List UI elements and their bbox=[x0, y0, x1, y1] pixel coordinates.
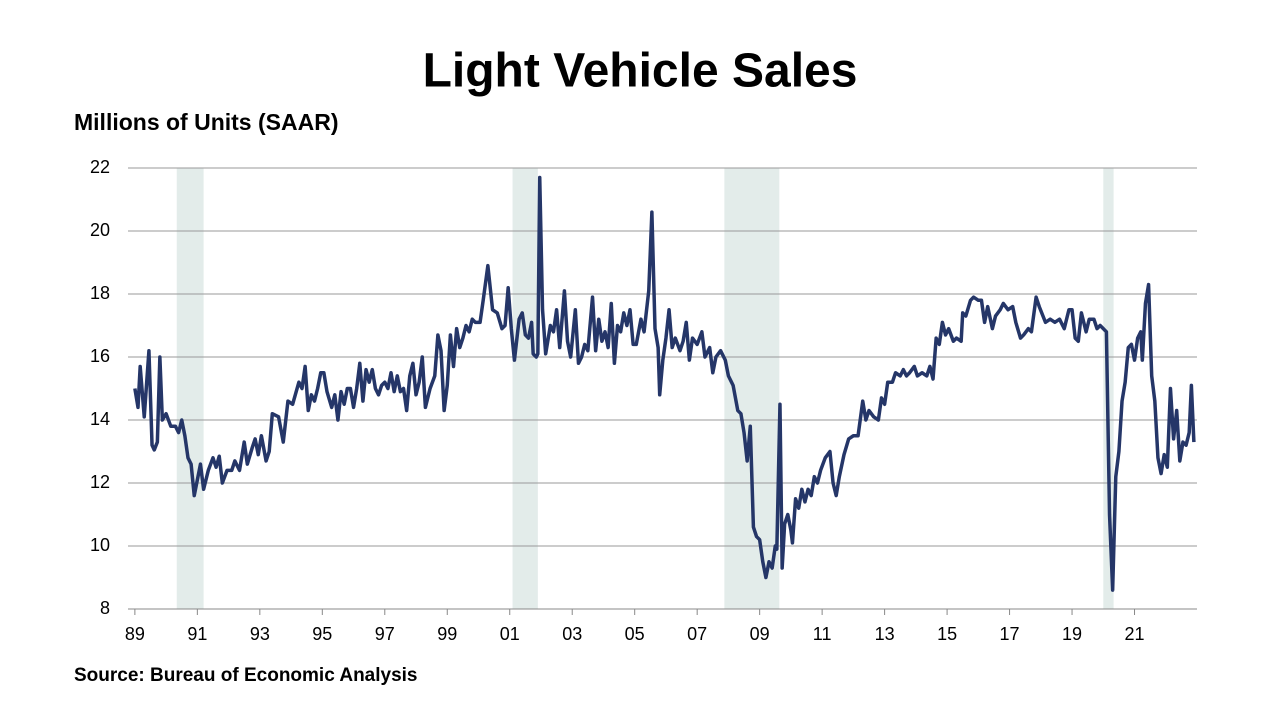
y-tick-label: 22 bbox=[90, 157, 110, 177]
y-tick-label: 12 bbox=[90, 472, 110, 492]
y-tick-label: 18 bbox=[90, 283, 110, 303]
y-tick-label: 14 bbox=[90, 409, 110, 429]
x-tick-label: 17 bbox=[1000, 624, 1020, 644]
x-tick-label: 89 bbox=[125, 624, 145, 644]
x-tick-label: 21 bbox=[1125, 624, 1145, 644]
source-note: Source: Bureau of Economic Analysis bbox=[74, 665, 418, 686]
recession-band bbox=[176, 168, 204, 609]
x-tick-label: 01 bbox=[500, 624, 520, 644]
x-tick-label: 91 bbox=[187, 624, 207, 644]
x-tick-label: 19 bbox=[1062, 624, 1082, 644]
x-tick-label: 11 bbox=[813, 624, 832, 644]
y-tick-label: 8 bbox=[100, 598, 110, 618]
y-tick-label: 20 bbox=[90, 220, 110, 240]
chart-title: Light Vehicle Sales bbox=[423, 45, 858, 98]
x-tick-label: 07 bbox=[687, 624, 707, 644]
x-tick-label: 15 bbox=[937, 624, 957, 644]
sales-line bbox=[133, 175, 1196, 592]
x-tick-label: 03 bbox=[562, 624, 582, 644]
x-tick-label: 09 bbox=[750, 624, 770, 644]
x-tick-label: 95 bbox=[312, 624, 332, 644]
recession-band bbox=[512, 168, 538, 609]
y-tick-label: 10 bbox=[90, 535, 110, 555]
x-tick-label: 93 bbox=[250, 624, 270, 644]
x-tick-label: 13 bbox=[875, 624, 895, 644]
y-axis-label: Millions of Units (SAAR) bbox=[74, 109, 338, 135]
y-tick-label: 16 bbox=[90, 346, 110, 366]
x-tick-label: 97 bbox=[375, 624, 395, 644]
x-tick-label: 99 bbox=[437, 624, 457, 644]
x-tick-label: 05 bbox=[625, 624, 645, 644]
